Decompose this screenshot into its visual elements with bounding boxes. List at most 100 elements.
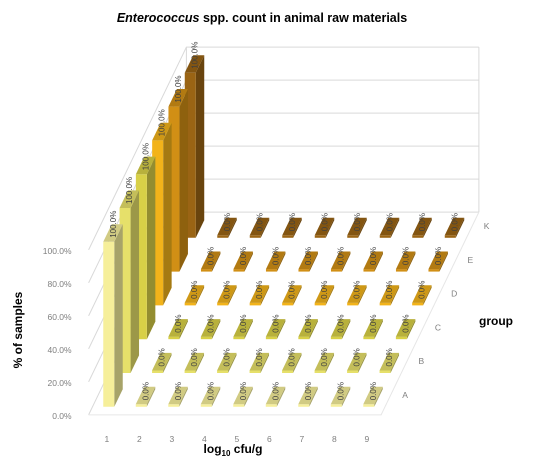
bar-top [200, 386, 221, 405]
bar-top [152, 122, 172, 141]
bar [363, 319, 383, 340]
data-label: 0.0% [255, 213, 264, 231]
bar [282, 285, 302, 306]
y-tick-label: 0.0% [52, 411, 72, 421]
bar-front [168, 336, 180, 340]
bar-front [347, 235, 359, 238]
bar-front [363, 336, 375, 340]
data-label: 0.0% [385, 348, 394, 366]
bar-front [395, 269, 407, 272]
bar-side [195, 285, 205, 306]
bar-top [395, 319, 416, 337]
bar-side [276, 251, 286, 272]
bar-front [395, 336, 407, 340]
bar-front [265, 269, 277, 272]
bar-side [260, 352, 270, 373]
bar-side [325, 352, 335, 373]
bar-top [363, 251, 383, 270]
data-label: 0.0% [418, 213, 427, 231]
bar-top [184, 55, 205, 73]
bar [249, 352, 270, 373]
bar-side [325, 217, 335, 238]
bar-side [439, 251, 448, 272]
data-label: 0.0% [158, 348, 167, 366]
bar [103, 224, 123, 407]
bar [168, 319, 188, 340]
y-axis-label: % of samples [11, 291, 25, 368]
bar-front [412, 235, 424, 238]
bar-top [217, 352, 237, 371]
bar-side [309, 251, 318, 272]
bar-top [330, 386, 351, 405]
data-label: 0.0% [336, 247, 345, 265]
bar-side [163, 352, 172, 373]
bar-front [428, 269, 440, 272]
bar-front [200, 404, 212, 407]
bar-side [341, 386, 351, 407]
bar-side [130, 190, 140, 373]
bar-top [395, 251, 416, 270]
data-label: 0.0% [369, 247, 378, 265]
bar [249, 217, 270, 238]
bar-side [309, 386, 318, 407]
bar-top [330, 319, 351, 337]
bar-side [146, 386, 156, 407]
bar-side [244, 251, 253, 272]
bar-front [233, 269, 245, 272]
series-label: E [467, 255, 473, 265]
bar [200, 319, 221, 340]
bar [265, 251, 286, 272]
bar-side [276, 319, 286, 340]
bar-side [455, 217, 465, 238]
series-label: C [435, 322, 441, 332]
bar-side [309, 319, 318, 340]
bar [168, 386, 188, 407]
bar-front [347, 370, 359, 373]
bar [347, 285, 367, 306]
series-label: A [402, 390, 408, 400]
bar-top [347, 285, 367, 303]
data-label: 0.0% [304, 314, 313, 332]
y-tick-label: 20.0% [47, 378, 72, 388]
bar-front [249, 370, 261, 373]
x-tick-label: 9 [364, 434, 369, 444]
data-label: 100.0% [190, 42, 199, 69]
bar-top [330, 251, 351, 270]
bar [330, 386, 351, 407]
x-axis-label-main: log [204, 442, 222, 456]
data-label: 0.0% [206, 382, 215, 400]
x-tick-label: 4 [202, 434, 207, 444]
bar-front [347, 302, 359, 306]
bar [233, 319, 253, 340]
bar-top [217, 217, 237, 236]
data-label: 0.0% [239, 314, 248, 332]
data-label: 100.0% [141, 143, 150, 170]
bar-top [314, 217, 335, 236]
bar [412, 217, 432, 238]
bar-side [146, 156, 156, 340]
x-tick-label: 1 [104, 434, 109, 444]
bar-front [379, 235, 391, 238]
bar-side [195, 55, 205, 238]
bar [412, 285, 432, 306]
bar-side [293, 217, 302, 238]
bar [347, 217, 367, 238]
bar-front [282, 302, 294, 306]
bar [314, 285, 335, 306]
bar [233, 386, 253, 407]
chart-title: Enterococcus spp. count in animal raw ma… [117, 11, 407, 25]
bar-side [211, 386, 221, 407]
data-label: 0.0% [336, 314, 345, 332]
bar-top [265, 319, 286, 337]
data-label: 0.0% [206, 247, 215, 265]
data-labels: 100.0% 0.0% 0.0% 0.0% 0.0% 0.0% 0.0% 0.0% 0.0% 10… [109, 42, 459, 401]
data-label: 100.0% [158, 109, 167, 136]
y-tick-label: 60.0% [47, 312, 72, 322]
data-label: 100.0% [109, 211, 118, 238]
chart-title-italic: Enterococcus [117, 11, 200, 25]
bar [379, 352, 400, 373]
data-label: 0.0% [385, 281, 394, 299]
bar-front [217, 302, 229, 306]
bar-front [152, 370, 164, 373]
